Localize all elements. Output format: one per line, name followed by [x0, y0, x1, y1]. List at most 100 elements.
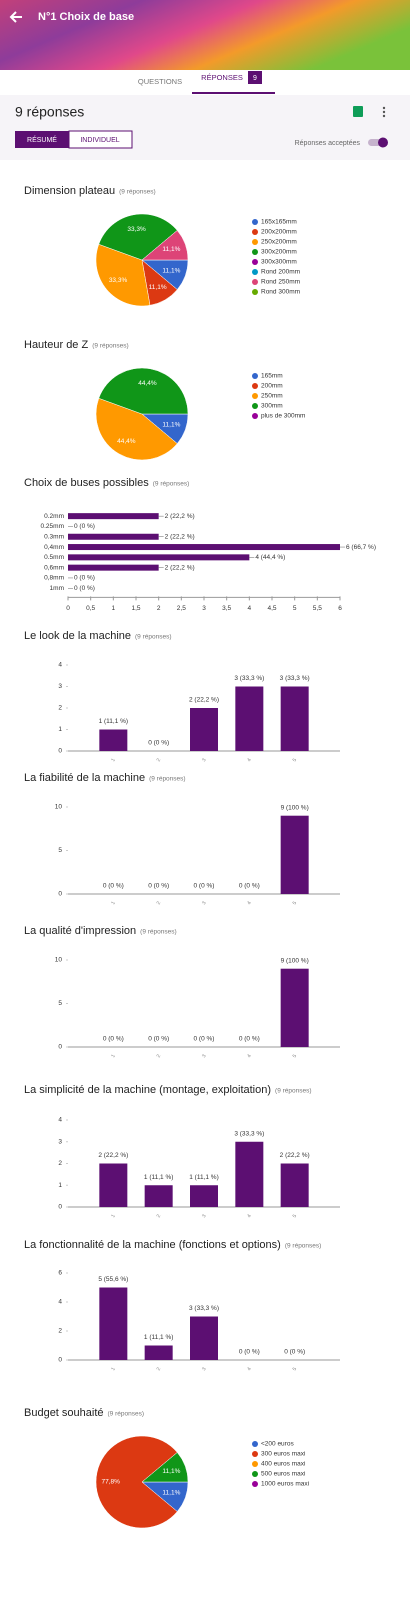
chart-title: Le look de la machine — [24, 630, 131, 642]
badge-count: 9 — [253, 75, 257, 82]
y-tick-label: 1 — [58, 726, 62, 733]
x-tick-label: 2 — [156, 757, 163, 763]
x-tick-label: 4,5 — [267, 605, 276, 612]
y-tick-label: 0 — [58, 1204, 62, 1211]
value-label: 9 (100 %) — [281, 804, 309, 811]
tab-responses[interactable]: RÉPONSES — [201, 73, 243, 82]
chart-subtitle: (9 réponses) — [92, 343, 129, 350]
bar — [99, 1287, 128, 1360]
y-tick-label: 0 — [58, 748, 62, 755]
x-tick-label: 2 — [156, 900, 163, 906]
y-tick-label: 0.2mm — [44, 513, 64, 520]
accepting-label: Réponses acceptées — [295, 140, 361, 147]
x-tick-label: 5 — [292, 900, 299, 906]
y-tick-label: 0,8mm — [44, 575, 64, 582]
bar — [235, 686, 264, 751]
y-tick-label: 0.3mm — [44, 533, 64, 540]
slice-label: 77,8% — [102, 1479, 121, 1486]
y-tick-label: 1mm — [50, 585, 64, 592]
legend-swatch — [252, 413, 258, 419]
toggle-knob — [378, 137, 388, 148]
slice-label: 11,1% — [162, 1489, 180, 1496]
legend-swatch — [252, 259, 258, 265]
individual-button[interactable] — [68, 130, 133, 149]
sheets-button[interactable] — [353, 106, 363, 117]
legend-label: 400 euros maxi — [261, 1461, 305, 1468]
chart-subtitle: (9 réponses) — [275, 1088, 312, 1095]
chart-subtitle: (9 réponses) — [119, 189, 156, 196]
summary-button-label: RÉSUMÉ — [27, 135, 57, 144]
value-label: 0 (0 %) — [74, 575, 95, 582]
x-tick-label: 3 — [201, 757, 208, 763]
value-label: 0 (0 %) — [239, 1349, 260, 1356]
y-tick-label: 0 — [58, 1357, 62, 1364]
x-tick-label: 5 — [292, 1053, 299, 1059]
legend-swatch — [252, 249, 258, 255]
value-label: 0 (0 %) — [148, 1036, 169, 1043]
value-label: 4 (44,4 %) — [255, 554, 285, 561]
legend-swatch — [252, 383, 258, 389]
legend-label: 200mm — [261, 383, 283, 390]
bar — [235, 1141, 264, 1207]
x-tick-label: 6 — [338, 605, 342, 612]
bar — [280, 1163, 309, 1207]
pie-slice — [141, 1452, 189, 1483]
legend-label: 165mm — [261, 373, 283, 380]
x-tick-label: 0,5 — [86, 605, 95, 612]
bar — [190, 1185, 218, 1207]
x-tick-label: 5 — [292, 1213, 299, 1219]
y-tick-label: 0,6mm — [44, 564, 64, 571]
x-tick-label: 1 — [110, 1366, 117, 1372]
slice-label: 33,3% — [127, 226, 146, 233]
x-tick-label: 4 — [246, 900, 253, 906]
legend-swatch — [252, 403, 258, 409]
chart-subtitle: (9 réponses) — [153, 481, 190, 488]
slice-label: 44,4% — [138, 380, 157, 387]
x-tick-label: 2 — [157, 605, 161, 612]
x-tick-label: 3 — [201, 900, 208, 906]
chart-title: Budget souhaité — [24, 1407, 104, 1419]
tab-questions[interactable]: QUESTIONS — [138, 77, 182, 86]
value-label: 2 (22,2 %) — [98, 1152, 128, 1159]
legend-swatch — [252, 1441, 258, 1447]
bar — [68, 533, 159, 540]
x-tick-label: 1 — [112, 605, 116, 612]
value-label: 0 (0 %) — [284, 1349, 305, 1356]
legend-label: Rond 300mm — [261, 289, 300, 296]
chart-title: Dimension plateau — [24, 185, 115, 197]
legend-swatch — [252, 269, 258, 275]
more-menu[interactable] — [382, 106, 386, 118]
value-label: 2 (22,2 %) — [165, 533, 195, 540]
y-tick-label: 4 — [58, 1299, 62, 1306]
bar — [280, 968, 309, 1047]
back-button[interactable] — [9, 11, 22, 23]
badge — [248, 71, 262, 84]
bar — [144, 1345, 173, 1360]
pie-slice — [98, 367, 189, 415]
legend-label: plus de 300mm — [261, 413, 305, 420]
x-tick-label: 1 — [110, 757, 117, 763]
legend-label: 300x200mm — [261, 249, 297, 256]
x-tick-label: 5 — [292, 1366, 299, 1372]
value-label: 0 (0 %) — [74, 585, 95, 592]
x-tick-label: 3 — [202, 605, 206, 612]
value-label: 1 (11,1 %) — [99, 718, 129, 725]
response-count: 9 réponses — [15, 104, 84, 120]
x-tick-label: 1 — [110, 900, 117, 906]
y-tick-label: 2 — [58, 705, 62, 712]
legend-label: 300x300mm — [261, 259, 297, 266]
legend-label: 1000 euros maxi — [261, 1481, 309, 1488]
legend-swatch — [252, 279, 258, 285]
chart-title: La fonctionnalité de la machine (fonctio… — [24, 1239, 281, 1251]
value-label: 0 (0 %) — [194, 1036, 215, 1043]
value-label: 0 (0 %) — [239, 1036, 260, 1043]
x-tick-label: 5 — [292, 757, 299, 763]
x-tick-label: 2 — [156, 1366, 163, 1372]
value-label: 3 (33,3 %) — [280, 675, 310, 682]
summary-button[interactable] — [15, 131, 69, 148]
x-tick-label: 1 — [110, 1213, 117, 1219]
value-label: 0 (0 %) — [148, 740, 169, 747]
x-tick-label: 3 — [201, 1053, 208, 1059]
chart-title: La fiabilité de la machine — [24, 772, 145, 784]
y-tick-label: 4 — [58, 1117, 62, 1124]
